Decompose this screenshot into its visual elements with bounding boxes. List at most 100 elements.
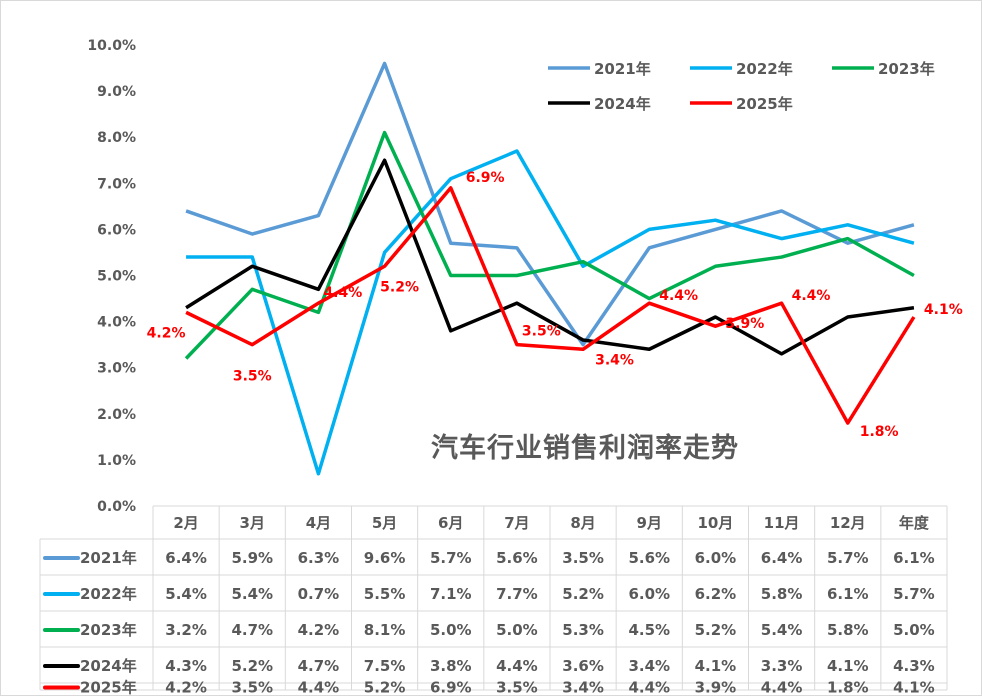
data-label: 4.4% (323, 285, 362, 301)
table-cell: 6.1% (827, 585, 869, 603)
x-tick-label: 12月 (830, 514, 866, 532)
table-cell: 6.9% (430, 679, 472, 696)
table-cell: 5.0% (893, 621, 935, 639)
x-tick-label: 6月 (438, 514, 463, 532)
table-cell: 4.7% (231, 621, 273, 639)
table-cell: 3.9% (695, 679, 737, 696)
table-cell: 5.2% (231, 657, 273, 675)
data-label: 1.8% (860, 424, 899, 440)
legend-label: 2021年 (594, 60, 651, 78)
y-tick-label: 9.0% (97, 84, 136, 100)
x-tick-label: 2月 (173, 514, 198, 532)
y-tick-label: 6.0% (97, 222, 136, 238)
table-cell: 5.4% (231, 585, 273, 603)
x-tick-label: 8月 (570, 514, 595, 532)
table-cell: 5.7% (430, 549, 472, 567)
legend-label: 2022年 (736, 60, 793, 78)
table-cell: 6.3% (298, 549, 340, 567)
y-tick-label: 4.0% (97, 315, 136, 331)
table-cell: 4.4% (628, 679, 670, 696)
x-tick-label: 9月 (637, 514, 662, 532)
table-cell: 4.2% (165, 679, 207, 696)
table-cell: 4.4% (761, 679, 803, 696)
table-cell: 7.7% (496, 585, 538, 603)
series-line-2024年 (185, 158, 915, 356)
table-series-label: 2025年 (80, 679, 137, 696)
data-label: 3.5% (522, 324, 561, 340)
x-tick-label: 11月 (764, 514, 800, 532)
data-label: 3.5% (233, 369, 272, 385)
x-tick-label: 年度 (899, 514, 930, 532)
table-cell: 3.6% (562, 657, 604, 675)
x-tick-label: 3月 (240, 514, 265, 532)
table-cell: 5.8% (761, 585, 803, 603)
table-cell: 4.5% (628, 621, 670, 639)
data-label: 3.9% (725, 316, 764, 332)
chart-title: 汽车行业销售利润率走势 (431, 432, 739, 464)
table-cell: 1.8% (827, 679, 869, 696)
table-cell: 6.0% (695, 549, 737, 567)
y-tick-label: 5.0% (97, 269, 136, 285)
table-cell: 5.5% (364, 585, 406, 603)
table-cell: 5.0% (430, 621, 472, 639)
table-cell: 5.7% (827, 549, 869, 567)
y-tick-label: 7.0% (97, 176, 136, 192)
table-cell: 5.0% (496, 621, 538, 639)
x-tick-label: 5月 (372, 514, 397, 532)
data-label: 4.4% (659, 288, 698, 304)
y-tick-label: 3.0% (97, 361, 136, 377)
table-cell: 5.6% (628, 549, 670, 567)
table-cell: 5.9% (231, 549, 273, 567)
table-cell: 4.1% (893, 679, 935, 696)
table-series-label: 2023年 (80, 621, 137, 639)
table-cell: 5.7% (893, 585, 935, 603)
series-line-2025年 (185, 186, 916, 425)
x-tick-label: 7月 (504, 514, 529, 532)
table-cell: 7.1% (430, 585, 472, 603)
x-tick-label: 4月 (306, 514, 331, 532)
data-label: 6.9% (466, 170, 505, 186)
data-label: 4.1% (924, 302, 963, 318)
series-line-2021年 (185, 61, 915, 347)
data-label: 3.4% (595, 352, 634, 368)
table-cell: 6.4% (165, 549, 207, 567)
table-cell: 3.5% (231, 679, 273, 696)
table-cell: 3.4% (562, 679, 604, 696)
table-cell: 3.5% (562, 549, 604, 567)
table-cell: 4.4% (496, 657, 538, 675)
table-cell: 5.4% (165, 585, 207, 603)
table-cell: 4.1% (827, 657, 869, 675)
table-cell: 6.1% (893, 549, 935, 567)
table-cell: 6.4% (761, 549, 803, 567)
table-cell: 5.4% (761, 621, 803, 639)
table-cell: 5.8% (827, 621, 869, 639)
table-cell: 7.5% (364, 657, 406, 675)
legend-label: 2024年 (594, 95, 651, 113)
x-tick-label: 10月 (697, 514, 733, 532)
table-cell: 5.3% (562, 621, 604, 639)
table-cell: 3.3% (761, 657, 803, 675)
table-cell: 8.1% (364, 621, 406, 639)
table-cell: 4.4% (298, 679, 340, 696)
table-cell: 5.2% (364, 679, 406, 696)
table-cell: 5.2% (562, 585, 604, 603)
legend-label: 2023年 (878, 60, 935, 78)
y-tick-label: 0.0% (97, 499, 136, 515)
series-line-2022年 (186, 149, 915, 476)
table-cell: 9.6% (364, 549, 406, 567)
table-cell: 3.4% (628, 657, 670, 675)
y-tick-label: 1.0% (97, 453, 136, 469)
table-cell: 4.7% (298, 657, 340, 675)
table-series-label: 2022年 (80, 585, 137, 603)
table-cell: 6.0% (628, 585, 670, 603)
table-series-label: 2024年 (80, 657, 137, 675)
table-cell: 3.2% (165, 621, 207, 639)
table-cell: 4.3% (893, 657, 935, 675)
table-cell: 5.2% (695, 621, 737, 639)
table-series-label: 2021年 (80, 549, 137, 567)
data-label: 5.2% (380, 279, 419, 295)
y-tick-label: 8.0% (97, 130, 136, 146)
table-cell: 4.2% (298, 621, 340, 639)
data-label: 4.2% (147, 325, 186, 341)
table-cell: 0.7% (298, 585, 340, 603)
